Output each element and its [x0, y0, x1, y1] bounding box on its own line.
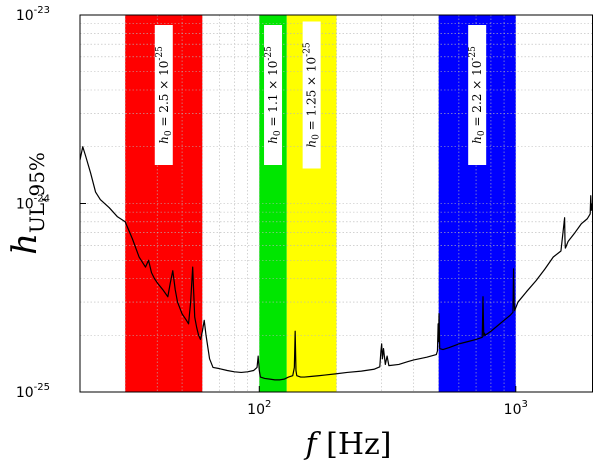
- band-label-text-3: h0 = 2.2 × 10-25: [468, 46, 487, 144]
- band-label-text-2: h0 = 1.25 × 10-25: [303, 42, 322, 148]
- band-label-box-1: [264, 25, 283, 165]
- y-axis-label-text: hUL,95%: [5, 152, 49, 255]
- y-tick-label: 10-23: [16, 5, 50, 24]
- axis-labels-layer: f [Hz] hUL,95%: [5, 152, 392, 462]
- axis-ticks-layer: 102 103 10-25 10-24 10-23: [16, 5, 528, 418]
- band-labels-layer: h0 = 2.5 × 10-25 h0 = 1.1 × 10-25 h0 = 1.2…: [154, 21, 487, 169]
- x-axis-label: f [Hz]: [303, 427, 391, 462]
- band-label-box-0: [154, 25, 173, 165]
- band-label-1: h0 = 1.1 × 10-25: [264, 25, 283, 165]
- band-label-0: h0 = 2.5 × 10-25: [154, 25, 174, 165]
- band-label-box-2: [302, 21, 321, 169]
- band-label-3: h0 = 2.2 × 10-25: [468, 25, 487, 165]
- y-tick-label: 10-25: [16, 382, 50, 401]
- band-label-text-0: h0 = 2.5 × 10-25: [155, 46, 174, 144]
- x-tick-label: 103: [504, 399, 528, 418]
- y-tick-label: 10-24: [16, 194, 50, 213]
- x-tick-label: 102: [247, 399, 271, 418]
- series-line-0: [79, 146, 593, 381]
- band-label-text-1: h0 = 1.1 × 10-25: [264, 46, 283, 144]
- series-layer: [79, 146, 593, 381]
- band-label-box-3: [468, 25, 487, 165]
- band-label-2: h0 = 1.25 × 10-25: [302, 21, 322, 169]
- y-axis-label: hUL,95%: [5, 152, 49, 255]
